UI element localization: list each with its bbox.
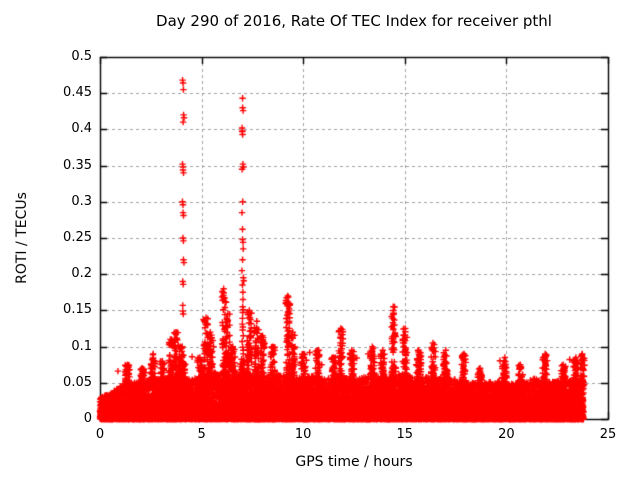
y-tick-label: 0.25 [63,230,92,245]
y-tick-label: 0.05 [63,374,92,390]
x-tick-label: 5 [197,427,206,442]
y-tick-label: 0.15 [63,302,92,318]
y-tick-label: 0.3 [71,193,92,209]
y-tick-label: 0.5 [71,49,92,64]
x-tick-label: 25 [599,427,617,442]
y-tick-label: 0.35 [63,157,92,173]
x-axis-label: GPS time / hours [295,454,413,470]
y-tick-label: 0.4 [71,121,92,137]
y-tick-label: 0.45 [63,85,92,101]
x-tick-label: 20 [498,427,515,442]
x-tick-label: 15 [396,427,414,442]
x-tick-label: 0 [95,427,105,442]
y-tick-label: 0.1 [71,338,92,354]
y-tick-label: 0 [83,411,92,426]
y-tick-label: 0.2 [71,266,92,282]
y-axis-label: ROTI / TECUs [14,192,30,284]
x-tick-label: 10 [294,427,312,442]
chart-title: Day 290 of 2016, Rate Of TEC Index for r… [156,12,552,30]
